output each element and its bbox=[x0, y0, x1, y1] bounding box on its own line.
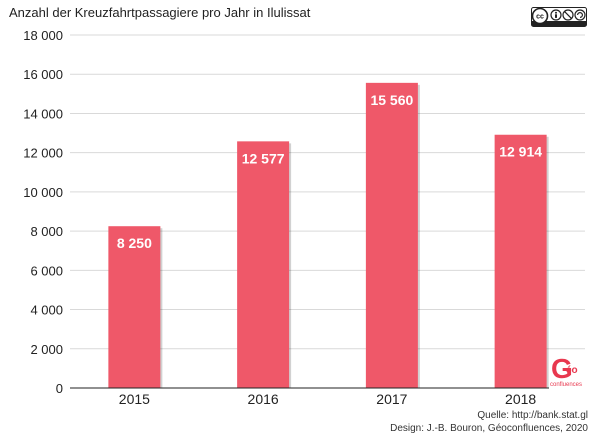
credit-note: Design: J.-B. Bouron, Géoconfluences, 20… bbox=[390, 423, 588, 434]
y-tick-label: 16 000 bbox=[23, 67, 63, 82]
chart-title: Anzahl der Kreuzfahrtpassagiere pro Jahr… bbox=[9, 5, 311, 20]
svg-text:cc: cc bbox=[536, 14, 544, 21]
y-tick-label: 2 000 bbox=[30, 342, 63, 357]
x-tick-label: 2015 bbox=[119, 391, 150, 407]
source-note: Quelle: http://bank.stat.gl bbox=[477, 410, 588, 421]
bars: 8 250 12 577 15 560 12 914 bbox=[108, 82, 549, 389]
bar-2018 bbox=[494, 134, 547, 388]
x-tick-label: 2016 bbox=[248, 391, 279, 407]
y-tick-label: 18 000 bbox=[23, 28, 63, 43]
svg-text:confluences: confluences bbox=[550, 382, 582, 388]
x-axis: 2015 2016 2017 2018 bbox=[119, 391, 537, 407]
geoconfluences-logo: G éo confluences bbox=[549, 351, 585, 389]
y-tick-label: 14 000 bbox=[23, 106, 63, 121]
bar-2017 bbox=[365, 82, 418, 389]
bar-value-label: 12 577 bbox=[242, 150, 285, 166]
y-tick-label: 8 000 bbox=[30, 224, 63, 239]
svg-text:G: G bbox=[551, 353, 573, 384]
y-tick-label: 4 000 bbox=[30, 303, 63, 318]
y-tick-label: 0 bbox=[56, 381, 63, 396]
bar-value-label: 8 250 bbox=[117, 235, 152, 251]
x-tick-label: 2018 bbox=[505, 391, 536, 407]
creative-commons-by-nc-sa-icon: cc bbox=[531, 7, 587, 27]
bar-2016 bbox=[237, 141, 290, 388]
bar-value-label: 12 914 bbox=[499, 144, 542, 160]
y-axis: 0 2 000 4 000 6 000 8 000 10 000 12 000 14 000 1… bbox=[23, 28, 63, 396]
y-tick-label: 6 000 bbox=[30, 263, 63, 278]
y-tick-label: 12 000 bbox=[23, 146, 63, 161]
bar-2015 bbox=[108, 226, 161, 388]
bar-value-label: 15 560 bbox=[370, 92, 413, 108]
x-tick-label: 2017 bbox=[376, 391, 407, 407]
svg-text:éo: éo bbox=[566, 365, 578, 376]
y-tick-label: 10 000 bbox=[23, 185, 63, 200]
